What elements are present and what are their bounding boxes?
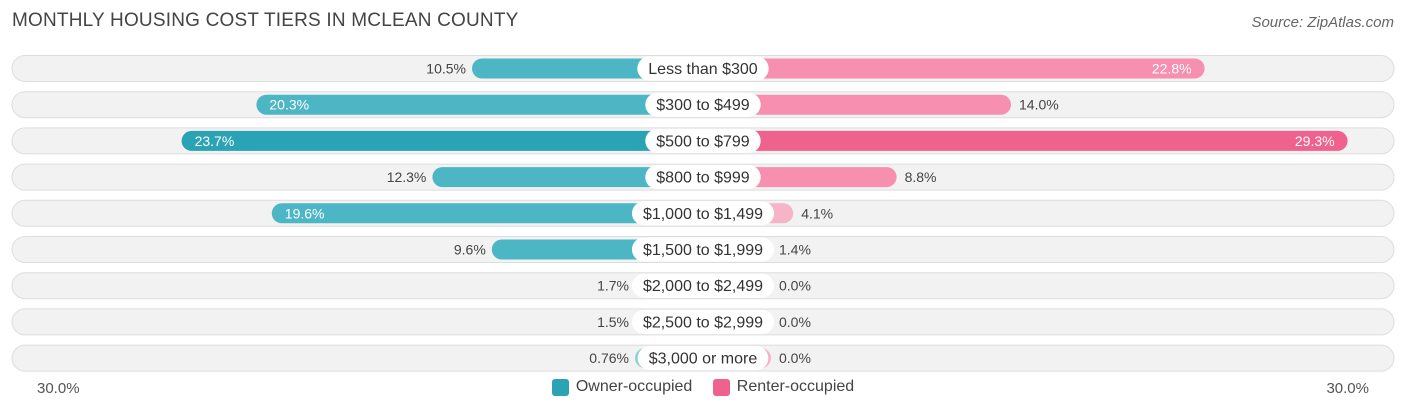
owner-value-label: 19.6% xyxy=(285,205,325,221)
owner-bar xyxy=(271,203,703,224)
legend-item-renter: Renter-occupied xyxy=(712,378,855,396)
renter-bar xyxy=(703,94,1011,115)
owner-value-label: 1.5% xyxy=(597,314,629,330)
legend-swatch-renter xyxy=(712,378,730,396)
renter-value-label: 4.1% xyxy=(801,205,833,221)
category-label: $2,000 to $2,499 xyxy=(643,278,763,295)
category-label-pill xyxy=(645,128,761,153)
category-label-pill xyxy=(645,92,761,117)
category-label-pill xyxy=(631,273,775,298)
legend-label-renter: Renter-occupied xyxy=(736,378,855,395)
renter-value-label: 0.0% xyxy=(779,350,811,366)
owner-bar xyxy=(181,130,704,151)
category-label: $800 to $999 xyxy=(656,170,750,187)
owner-value-label: 12.3% xyxy=(387,169,427,185)
renter-value-label: 14.0% xyxy=(1019,97,1059,113)
owner-bar xyxy=(432,167,703,188)
owner-value-label: 10.5% xyxy=(426,61,466,77)
category-label: $1,000 to $1,499 xyxy=(643,206,763,223)
legend-label-owner: Owner-occupied xyxy=(575,378,693,395)
owner-value-label: 23.7% xyxy=(195,133,235,149)
category-label: $1,500 to $1,999 xyxy=(643,242,763,259)
owner-value-label: 0.76% xyxy=(589,350,629,366)
axis-right-label: 30.0% xyxy=(1326,380,1369,397)
category-label: $2,500 to $2,999 xyxy=(643,314,763,331)
category-label: $3,000 or more xyxy=(649,351,758,368)
axis-left-label: 30.0% xyxy=(37,380,80,397)
category-label-pill xyxy=(631,201,775,226)
owner-value-label: 1.7% xyxy=(597,278,629,294)
owner-value-label: 20.3% xyxy=(269,97,309,113)
renter-value-label: 22.8% xyxy=(1152,61,1192,77)
category-label-pill xyxy=(637,346,769,371)
category-label: $500 to $799 xyxy=(656,133,750,150)
legend-item-owner: Owner-occupied xyxy=(551,378,693,396)
category-label-pill xyxy=(637,56,769,81)
renter-value-label: 8.8% xyxy=(905,169,937,185)
category-label: $300 to $499 xyxy=(656,97,750,114)
category-label-pill xyxy=(631,237,775,262)
renter-value-label: 1.4% xyxy=(779,242,811,258)
category-label-pill xyxy=(645,165,761,190)
owner-bar xyxy=(256,94,703,115)
renter-value-label: 0.0% xyxy=(779,314,811,330)
owner-value-label: 9.6% xyxy=(454,242,486,258)
legend: Owner-occupied Renter-occupied xyxy=(0,378,1406,401)
chart-source: Source: ZipAtlas.com xyxy=(1251,14,1394,31)
legend-swatch-owner xyxy=(551,378,569,396)
renter-value-label: 29.3% xyxy=(1295,133,1335,149)
chart-title: MONTHLY HOUSING COST TIERS IN MCLEAN COU… xyxy=(12,10,519,31)
renter-bar xyxy=(703,58,1205,79)
category-label: Less than $300 xyxy=(648,61,758,78)
renter-bar xyxy=(703,130,1348,151)
category-label-pill xyxy=(631,309,775,334)
chart-plot: Less than $300 10.5% 22.8% $300 to $499 20.3… xyxy=(11,55,1395,372)
renter-value-label: 0.0% xyxy=(779,278,811,294)
